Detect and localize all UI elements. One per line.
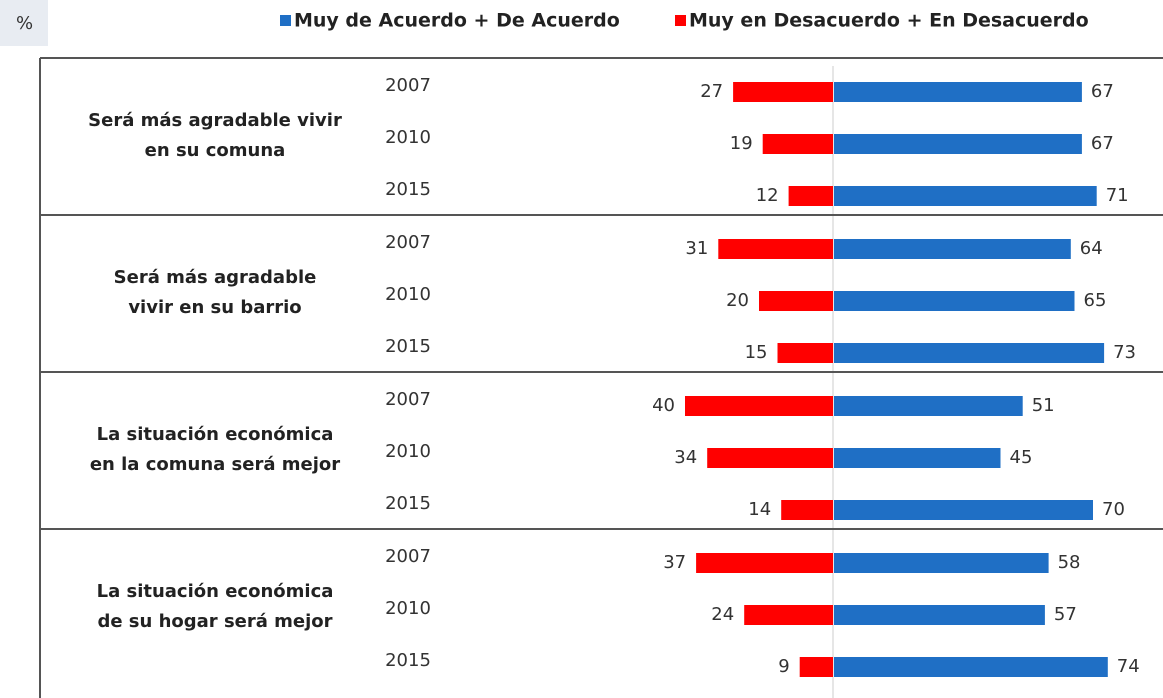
bar bbox=[788, 186, 833, 206]
group-label: vivir en su barrio bbox=[128, 297, 301, 318]
value-label: 24 bbox=[711, 604, 734, 625]
value-label: 64 bbox=[1080, 238, 1103, 259]
year-label: 2007 bbox=[385, 232, 431, 253]
year-label: 2010 bbox=[385, 441, 431, 462]
legend-label: Muy en Desacuerdo + En Desacuerdo bbox=[689, 10, 1089, 32]
legend-swatch bbox=[675, 15, 686, 26]
value-label: 45 bbox=[1010, 447, 1033, 468]
bar bbox=[834, 134, 1082, 154]
bar bbox=[781, 500, 833, 520]
group-label: en la comuna será mejor bbox=[90, 454, 340, 475]
value-label: 37 bbox=[663, 552, 686, 573]
group-label: Será más agradable vivir bbox=[88, 110, 342, 131]
bar bbox=[799, 657, 833, 677]
value-label: 27 bbox=[700, 81, 723, 102]
value-label: 14 bbox=[748, 499, 771, 520]
bar bbox=[759, 291, 833, 311]
bar bbox=[696, 553, 833, 573]
value-label: 65 bbox=[1084, 290, 1107, 311]
bar bbox=[834, 343, 1105, 363]
value-label: 31 bbox=[685, 238, 708, 259]
bar bbox=[685, 396, 833, 416]
year-label: 2015 bbox=[385, 493, 431, 514]
bar bbox=[834, 396, 1023, 416]
group-label: La situación económica bbox=[97, 424, 334, 445]
value-label: 9 bbox=[778, 656, 789, 677]
year-label: 2007 bbox=[385, 75, 431, 96]
group-label: La situación económica bbox=[97, 581, 334, 602]
value-label: 73 bbox=[1113, 342, 1136, 363]
value-label: 57 bbox=[1054, 604, 1077, 625]
value-label: 70 bbox=[1102, 499, 1125, 520]
value-label: 12 bbox=[756, 185, 779, 206]
bar bbox=[834, 291, 1075, 311]
bar bbox=[834, 605, 1045, 625]
year-label: 2010 bbox=[385, 127, 431, 148]
value-label: 19 bbox=[730, 133, 753, 154]
year-label: 2015 bbox=[385, 179, 431, 200]
bar bbox=[834, 657, 1108, 677]
bar bbox=[834, 82, 1082, 102]
year-label: 2010 bbox=[385, 598, 431, 619]
bar bbox=[834, 448, 1001, 468]
bar bbox=[718, 239, 833, 259]
bar bbox=[733, 82, 833, 102]
value-label: 34 bbox=[674, 447, 697, 468]
value-label: 15 bbox=[745, 342, 768, 363]
value-label: 74 bbox=[1117, 656, 1140, 677]
value-label: 71 bbox=[1106, 185, 1129, 206]
group-label: en su comuna bbox=[145, 140, 286, 161]
group-label: de su hogar será mejor bbox=[97, 611, 332, 632]
bar bbox=[834, 500, 1093, 520]
bar bbox=[777, 343, 833, 363]
value-label: 67 bbox=[1091, 133, 1114, 154]
bar bbox=[762, 134, 833, 154]
legend-swatch bbox=[280, 15, 291, 26]
year-label: 2007 bbox=[385, 546, 431, 567]
value-label: 20 bbox=[726, 290, 749, 311]
bar bbox=[744, 605, 833, 625]
bar bbox=[834, 239, 1071, 259]
bar bbox=[834, 186, 1097, 206]
year-label: 2007 bbox=[385, 389, 431, 410]
unit-box bbox=[0, 0, 48, 46]
bar bbox=[834, 553, 1049, 573]
value-label: 40 bbox=[652, 395, 675, 416]
year-label: 2010 bbox=[385, 284, 431, 305]
unit-label: % bbox=[16, 13, 33, 34]
year-label: 2015 bbox=[385, 336, 431, 357]
year-label: 2015 bbox=[385, 650, 431, 671]
value-label: 67 bbox=[1091, 81, 1114, 102]
group-label: Será más agradable bbox=[114, 267, 317, 288]
value-label: 51 bbox=[1032, 395, 1055, 416]
bar bbox=[707, 448, 833, 468]
legend-label: Muy de Acuerdo + De Acuerdo bbox=[294, 10, 620, 32]
value-label: 58 bbox=[1058, 552, 1081, 573]
